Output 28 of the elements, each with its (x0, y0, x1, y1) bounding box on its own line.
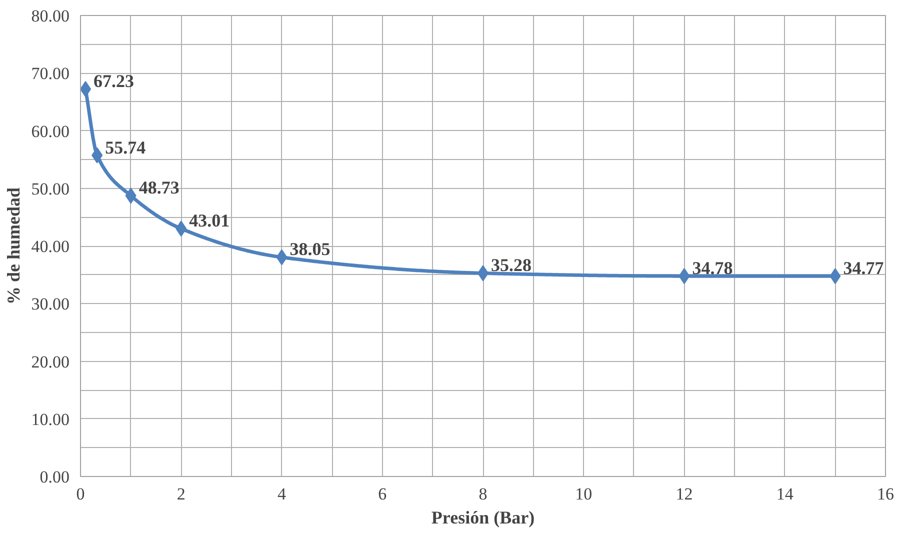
y-tick-label: 20.00 (31, 352, 70, 372)
x-tick-label: 16 (877, 484, 894, 504)
y-tick-label: 0.00 (40, 468, 70, 486)
y-tick-label: 80.00 (31, 6, 70, 26)
y-tick-label: 10.00 (31, 410, 70, 429)
data-label: 34.78 (692, 258, 733, 278)
data-label: 35.28 (491, 255, 532, 276)
y-axis-title: % de humedad (3, 187, 24, 305)
data-label: 43.01 (189, 210, 230, 231)
x-tick-label: 0 (76, 484, 85, 504)
y-tick-label: 50.00 (31, 179, 70, 198)
data-label: 48.73 (138, 178, 180, 198)
data-label: 55.74 (105, 137, 146, 158)
x-tick-label: 12 (676, 484, 693, 504)
y-tick-label: 30.00 (31, 294, 70, 314)
data-label: 34.77 (843, 258, 884, 278)
x-tick-label: 8 (478, 484, 488, 504)
x-axis-title: Presión (Bar) (431, 508, 535, 528)
y-tick-label: 40.00 (31, 237, 70, 256)
x-tick-label: 14 (776, 484, 794, 504)
x-tick-label: 6 (378, 484, 387, 504)
data-label: 38.05 (290, 239, 330, 260)
data-label: 67.23 (94, 71, 134, 92)
x-tick-label: 4 (278, 484, 286, 504)
y-tick-label: 60.00 (31, 122, 70, 141)
y-tick-label: 70.00 (31, 64, 70, 84)
x-tick-label: 10 (575, 484, 592, 504)
x-tick-label: 2 (176, 484, 186, 504)
